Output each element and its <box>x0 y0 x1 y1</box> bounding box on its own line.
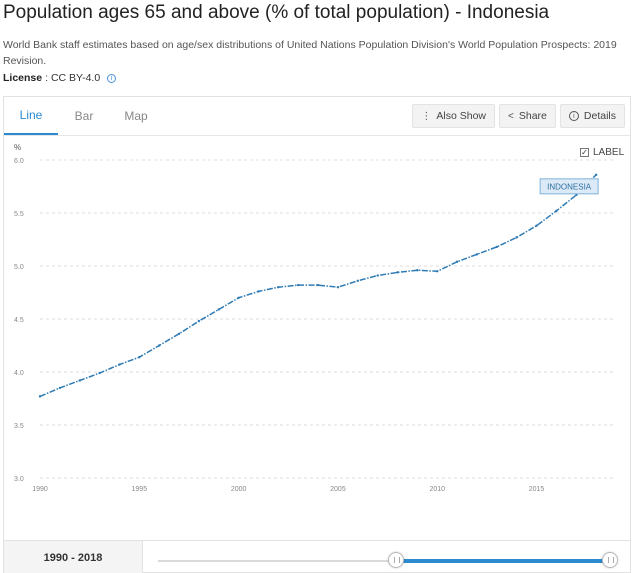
data-point <box>535 224 538 227</box>
data-point <box>475 253 479 256</box>
y-tick-label: 5.0 <box>14 264 24 271</box>
share-label: Share <box>518 110 547 122</box>
line-chart: 3.0 3.5 4.0 4.5 5.0 5.5 6.0% 1990 1995 2000 2005 20… <box>14 143 616 493</box>
info-icon: i <box>568 111 579 121</box>
data-point <box>297 283 300 287</box>
data-point <box>138 355 141 359</box>
license-label: License <box>3 72 43 84</box>
license-line: License : CC BY-4.0 i <box>3 72 117 84</box>
range-slider-start-handle[interactable] <box>388 552 404 568</box>
data-point <box>396 271 399 274</box>
data-point <box>257 290 260 293</box>
x-tick-label: 2000 <box>231 486 247 493</box>
series-label-box <box>539 178 599 195</box>
x-tick-label: 2005 <box>330 486 346 493</box>
also-show-button[interactable]: ⋮ Also Show <box>412 104 496 128</box>
data-point <box>197 319 201 323</box>
y-tick-label: 3.5 <box>14 423 24 430</box>
vertical-dots-icon: ⋮ <box>421 110 432 122</box>
y-tick-label: 4.5 <box>14 317 24 324</box>
view-tabs: Line Bar Map <box>4 97 162 135</box>
data-point <box>515 236 518 239</box>
data-point <box>58 386 62 390</box>
data-point <box>356 279 359 283</box>
data-point <box>38 395 42 398</box>
year-range: 1990 - 2018 <box>4 541 143 573</box>
data-point <box>118 363 121 366</box>
data-point <box>316 283 320 287</box>
license-value: : CC BY-4.0 <box>45 72 101 84</box>
x-tick-label: 2015 <box>529 486 545 493</box>
y-tick-label: 5.5 <box>14 211 24 218</box>
data-point <box>575 193 578 197</box>
share-icon: < <box>508 110 514 122</box>
data-point <box>177 332 181 336</box>
y-tick-label: 6.0 <box>14 158 24 165</box>
data-point <box>495 245 499 249</box>
data-point <box>594 173 598 177</box>
share-button[interactable]: < Share <box>499 104 556 128</box>
series-label-indonesia: INDONESIA <box>547 182 592 191</box>
source-description: World Bank staff estimates based on age/… <box>3 39 617 67</box>
tab-map[interactable]: Map <box>124 109 148 123</box>
x-tick-label: 1990 <box>32 486 48 493</box>
y-tick-label: 4.0 <box>14 370 24 377</box>
range-footer: 1990 - 2018 <box>4 540 630 573</box>
data-point <box>376 274 379 277</box>
data-point <box>436 270 439 273</box>
range-slider-track[interactable] <box>158 560 610 562</box>
also-show-label: Also Show <box>436 110 487 122</box>
y-axis-unit-label: % <box>14 143 21 152</box>
data-point <box>237 296 240 299</box>
range-slider-end-handle[interactable] <box>602 552 618 568</box>
tab-divider <box>4 135 630 136</box>
data-point <box>98 371 101 375</box>
data-point <box>416 269 419 272</box>
data-point <box>455 260 459 263</box>
label-toggle[interactable]: ✓ LABEL <box>580 147 624 158</box>
range-slider-fill <box>396 559 610 563</box>
chart-panel: Line Bar Map ⋮ Also Show < Share i Detai… <box>3 96 631 573</box>
details-label: Details <box>583 110 616 122</box>
data-point <box>157 344 161 347</box>
page-title: Population ages 65 and above (% of total… <box>3 2 550 23</box>
tab-bar[interactable]: Bar <box>74 109 94 123</box>
x-tick-label: 2010 <box>429 486 445 493</box>
data-point <box>78 379 81 382</box>
chart-toolbar: ⋮ Also Show < Share i Details <box>412 104 625 128</box>
y-tick-label: 3.0 <box>14 476 24 483</box>
data-point <box>217 308 220 311</box>
tab-line[interactable]: Line <box>4 97 58 135</box>
data-point <box>277 286 280 289</box>
details-button[interactable]: i Details <box>559 104 625 128</box>
license-info-icon[interactable]: i <box>107 73 117 83</box>
data-point <box>555 209 558 213</box>
label-toggle-text: LABEL <box>593 147 625 158</box>
label-checkbox[interactable]: ✓ <box>580 148 589 157</box>
series-line-indonesia <box>39 174 597 398</box>
x-tick-label: 1995 <box>132 486 148 493</box>
data-point <box>336 286 340 289</box>
